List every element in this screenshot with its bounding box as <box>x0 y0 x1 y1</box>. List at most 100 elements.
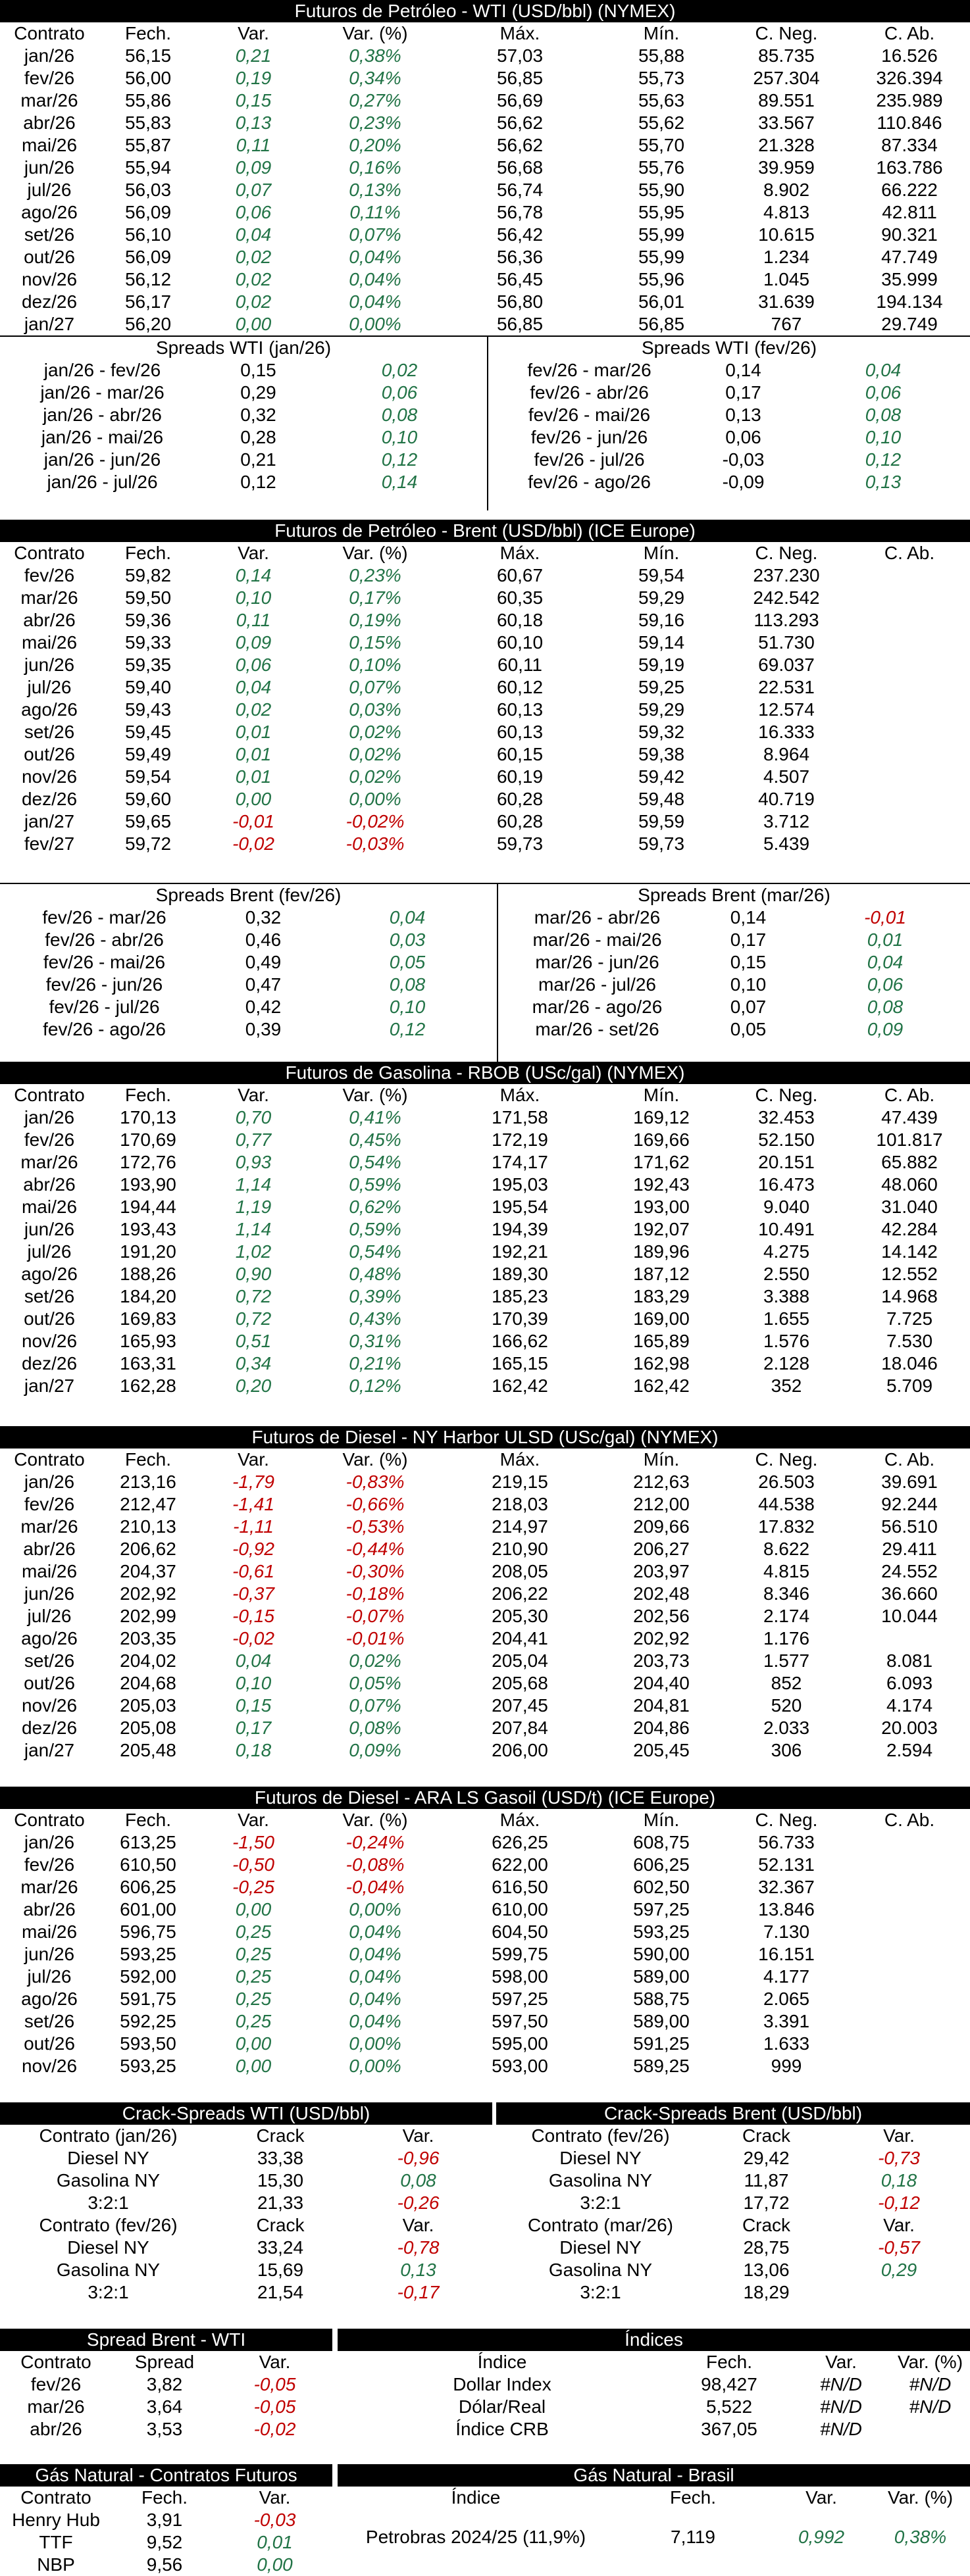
table-cell: 601,00 <box>120 1899 176 1920</box>
table-cell: 1.045 <box>763 269 810 289</box>
crack-product: Diesel NY <box>67 2237 149 2258</box>
table-cell: 203,97 <box>633 1561 690 1581</box>
table-cell: 16.473 <box>758 1174 815 1195</box>
table-cell: 0,45% <box>349 1129 401 1150</box>
table-cell: 4.174 <box>886 1695 933 1716</box>
table-cell: 0,09% <box>349 1740 401 1760</box>
table-cell: 90.321 <box>881 224 938 245</box>
table-cell: jan/27 <box>24 1740 75 1760</box>
table-cell: 593,50 <box>120 2033 176 2054</box>
table-cell: 592,00 <box>120 1966 176 1987</box>
table-row: fev/26 610,50 -0,50 -0,08% 622,00 606,25 52.13… <box>0 1854 970 1876</box>
column-header: Máx. <box>499 23 540 43</box>
table-cell: 0,15 <box>235 90 272 111</box>
table-cell: 0,16% <box>349 157 401 178</box>
table-cell: mar/26 <box>27 2396 85 2417</box>
crack-row: Gasolina NY 15,69 0,13 <box>0 2259 492 2281</box>
table-cell: dez/26 <box>21 1718 78 1738</box>
table-cell: 0,48% <box>349 1264 401 1284</box>
spread-value: 0,39 <box>245 1019 282 1039</box>
table-row: NBP 9,56 0,00 <box>0 2554 332 2576</box>
spread-row: fev/26 - ago/26 -0,09 0,13 <box>488 471 970 493</box>
brent-spreads-right: mar/26 - abr/26 0,14 -0,01 mar/26 - mai/26 0… <box>498 906 970 1041</box>
spread-var: 0,14 <box>381 472 418 492</box>
table-cell: 597,50 <box>492 2011 548 2031</box>
table-cell: 8.964 <box>763 744 810 764</box>
spread-var: 0,12 <box>865 449 902 470</box>
spread-pair: mar/26 - jul/26 <box>538 974 656 995</box>
column-header: Var. <box>402 2215 434 2235</box>
table-cell: 183,29 <box>633 1286 690 1306</box>
spread-value: 0,07 <box>730 997 767 1017</box>
spread-pair: mar/26 - mai/26 <box>532 929 662 950</box>
spread-row: jan/26 - jul/26 0,12 0,14 <box>0 471 487 493</box>
table-cell: 6.093 <box>886 1673 933 1693</box>
wti-spreads-left: jan/26 - fev/26 0,15 0,02 jan/26 - mar/26 0,… <box>0 359 487 493</box>
table-cell: 591,25 <box>633 2033 690 2054</box>
table-cell: Índice CRB <box>455 2419 549 2439</box>
table-cell: 0,992 <box>798 2527 845 2547</box>
table-cell: -0,08% <box>345 1854 405 1875</box>
table-cell: 0,25 <box>235 1989 272 2009</box>
crack-row: 3:2:1 18,29 <box>496 2281 970 2304</box>
table-row: jan/26 613,25 -1,50 -0,24% 626,25 608,75 56.73… <box>0 1831 970 1854</box>
column-header-row: Contrato Fech. Var. Var. (%) Máx. Mín. C. Neg.… <box>0 542 970 564</box>
table-row: nov/26 59,54 0,01 0,02% 60,19 59,42 4.507 <box>0 766 970 788</box>
table-cell: 56,78 <box>496 202 544 222</box>
table-cell: 595,00 <box>492 2033 548 2054</box>
table-cell: 591,75 <box>120 1989 176 2009</box>
table-cell: 60,28 <box>496 811 544 831</box>
crack-brent-title: Crack-Spreads Brent (USD/bbl) <box>496 2102 970 2125</box>
table-row: mar/26 55,86 0,15 0,27% 56,69 55,63 89.551 235.… <box>0 89 970 112</box>
crack-value: 11,87 <box>744 2170 789 2191</box>
table-cell: mar/26 <box>20 587 78 608</box>
table-cell: 0,90 <box>235 1264 272 1284</box>
table-cell: 0,72 <box>235 1286 272 1306</box>
table-cell <box>849 2010 970 2033</box>
table-row: set/26 592,25 0,25 0,04% 597,50 589,00 3.391 <box>0 2010 970 2033</box>
table-cell: 0,04% <box>349 1944 401 1964</box>
column-header: Var. <box>238 543 269 563</box>
table-cell: 56,42 <box>496 224 544 245</box>
table-cell: 35.999 <box>881 269 938 289</box>
table-cell: 56.733 <box>758 1832 815 1852</box>
table-cell: mai/26 <box>21 632 78 653</box>
table-cell <box>849 1627 970 1650</box>
table-cell: 0,11 <box>236 135 271 155</box>
table-cell: 14.142 <box>881 1241 938 1262</box>
table-row: set/26 56,10 0,04 0,07% 56,42 55,99 10.615 90.3… <box>0 224 970 246</box>
table-cell: 589,00 <box>633 1966 690 1987</box>
table-cell: 0,20 <box>235 1375 272 1396</box>
column-header: Mín. <box>643 543 680 563</box>
column-header: C. Neg. <box>755 23 818 43</box>
table-cell: 29.411 <box>882 1539 937 1559</box>
spread-row: jan/26 - mar/26 0,29 0,06 <box>0 382 487 404</box>
column-header: Contrato <box>14 23 85 43</box>
table-cell: 48.060 <box>881 1174 938 1195</box>
spread-var: 0,05 <box>389 952 426 972</box>
column-header: Contrato <box>14 543 85 563</box>
table-cell: 55,99 <box>638 247 685 267</box>
table-cell: 47.749 <box>881 247 938 267</box>
table-cell: 0,00% <box>349 314 401 334</box>
table-cell: 59,48 <box>638 789 685 809</box>
spread-var: 0,06 <box>381 382 418 403</box>
spread-row: fev/26 - abr/26 0,17 0,06 <box>488 382 970 404</box>
table-row: jan/26 170,13 0,70 0,41% 171,58 169,12 32.453 4… <box>0 1106 970 1129</box>
table-cell: fev/26 <box>24 68 75 88</box>
table-row: abr/26 193,90 1,14 0,59% 195,03 192,43 16.473 4… <box>0 1174 970 1196</box>
crack-product: 3:2:1 <box>580 2282 621 2302</box>
table-cell: 59,54 <box>638 565 685 585</box>
table-cell <box>849 1943 970 1966</box>
table-row: nov/26 205,03 0,15 0,07% 207,45 204,81 520 4.17… <box>0 1695 970 1717</box>
table-cell: nov/26 <box>21 2056 78 2076</box>
spread-indices-section: Spread Brent - WTI Contrato Spread Var. fev… <box>0 2329 970 2440</box>
table-cell: 162,42 <box>633 1375 690 1396</box>
table-cell: jun/26 <box>24 655 75 675</box>
table-cell: 0,39% <box>349 1286 401 1306</box>
column-header: Fech. <box>124 1085 172 1105</box>
column-header: Mín. <box>643 1810 680 1830</box>
table-cell: 59,73 <box>496 833 544 854</box>
table-row: fev/26 3,82 -0,05 <box>0 2373 332 2396</box>
column-header-row: Contrato Fech. Var. Var. (%) Máx. Mín. C. Neg.… <box>0 1084 970 1106</box>
